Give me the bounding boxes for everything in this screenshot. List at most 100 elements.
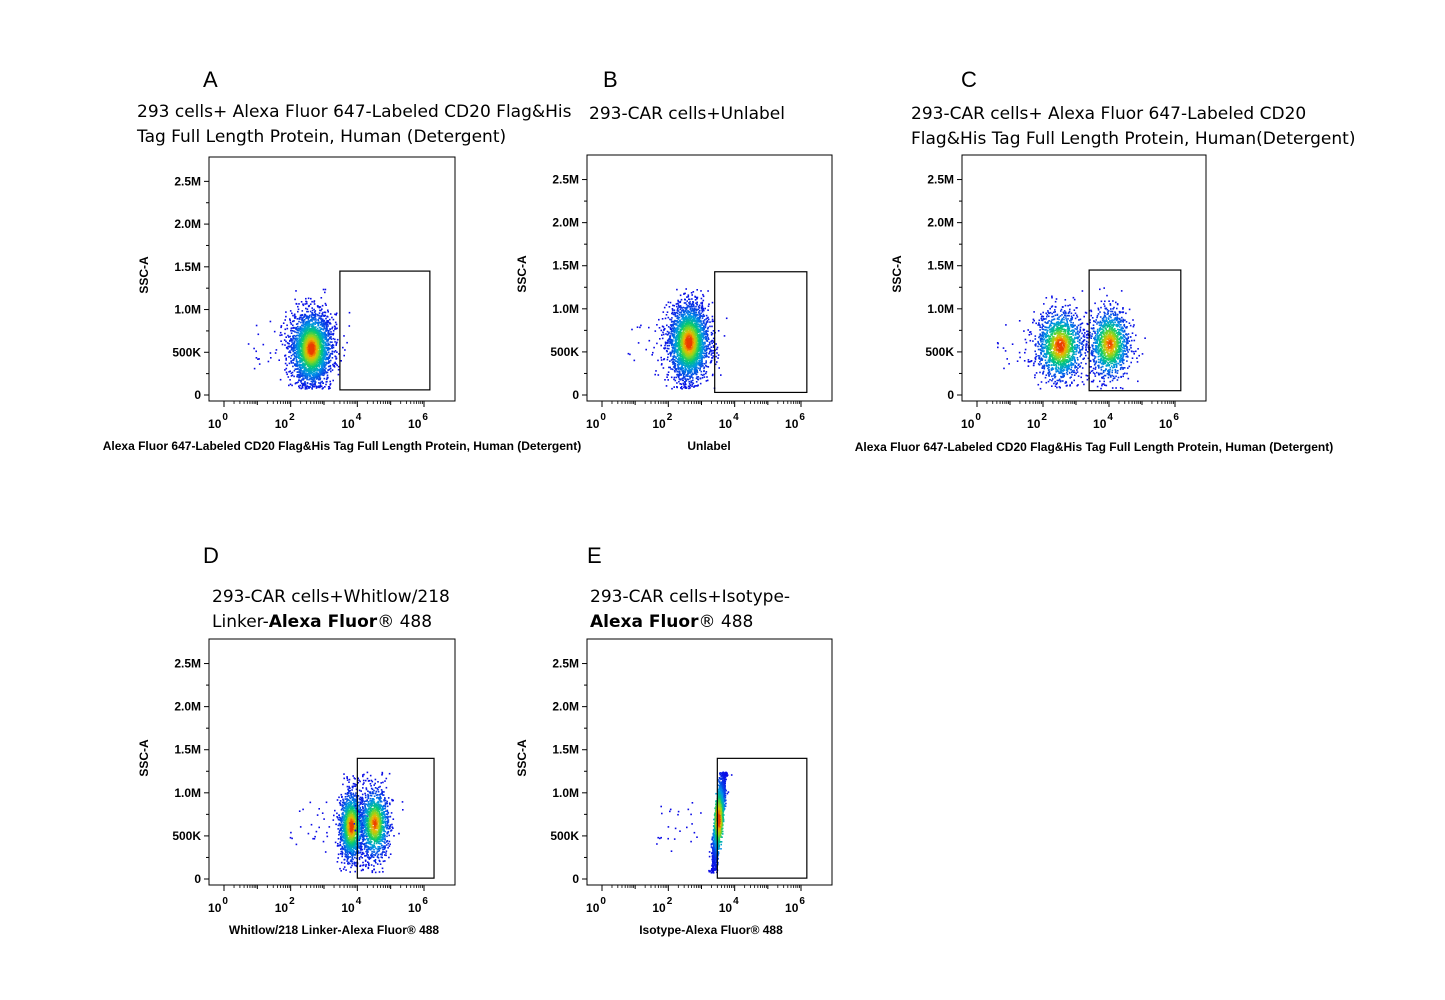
event-dot: [317, 323, 320, 326]
event-dot: [316, 376, 319, 378]
event-dot: [308, 315, 310, 318]
event-dot: [692, 348, 694, 350]
event-dot: [703, 342, 705, 344]
event-dot: [664, 379, 666, 381]
event-dot: [322, 332, 324, 335]
event-dot: [684, 382, 686, 384]
event-dot: [334, 350, 337, 352]
event-dot: [318, 372, 320, 375]
event-dot: [308, 340, 311, 343]
event-dot: [325, 356, 328, 359]
event-dot: [712, 341, 715, 343]
event-dot: [302, 319, 305, 322]
event-dot: [699, 362, 701, 365]
event-dot: [335, 312, 338, 315]
event-dot: [679, 353, 681, 356]
event-dot: [687, 326, 690, 329]
event-dot: [711, 357, 713, 359]
event-dot: [692, 360, 694, 362]
event-dot: [707, 366, 710, 368]
event-dot: [712, 349, 715, 352]
event-dot: [294, 355, 296, 358]
event-dot: [314, 373, 317, 376]
event-dot: [690, 324, 692, 326]
event-dot: [697, 328, 699, 331]
event-dot: [334, 355, 336, 358]
event-dot: [673, 323, 676, 326]
event-dot: [694, 329, 696, 331]
event-dot: [681, 318, 683, 320]
event-dot: [315, 343, 317, 345]
event-dot: [306, 327, 308, 329]
event-dot: [312, 385, 314, 388]
event-dot: [682, 369, 684, 371]
event-dot: [317, 373, 319, 375]
event-dot: [319, 369, 322, 371]
event-dot: [325, 364, 327, 366]
event-dot: [320, 322, 323, 324]
event-dot: [683, 328, 685, 330]
event-dot: [706, 348, 709, 350]
event-dot: [687, 312, 689, 315]
event-dot: [299, 342, 301, 345]
event-dot: [317, 321, 319, 324]
event-dot: [702, 332, 705, 334]
event-dot: [310, 368, 313, 371]
event-dot: [269, 352, 272, 354]
event-dot: [667, 353, 670, 355]
event-dot: [308, 316, 310, 319]
event-dot: [311, 351, 313, 353]
event-dot: [678, 363, 681, 366]
event-dot: [314, 323, 316, 325]
event-dot: [674, 355, 676, 358]
event-dot: [307, 362, 310, 364]
event-dot: [319, 345, 321, 347]
event-dot: [691, 320, 694, 322]
y-tick-label: 2.0M: [552, 216, 579, 230]
event-dot: [312, 364, 315, 366]
event-dot: [310, 349, 312, 351]
event-dot: [695, 373, 698, 376]
event-dot: [328, 347, 330, 350]
event-dot: [301, 350, 304, 353]
event-dot: [311, 367, 314, 370]
event-dot: [301, 330, 303, 333]
event-dot: [711, 318, 714, 321]
event-dot: [312, 340, 315, 343]
event-dot: [687, 351, 690, 353]
event-dot: [326, 371, 329, 374]
event-dot: [316, 348, 319, 351]
event-dot: [696, 376, 698, 378]
event-dot: [320, 341, 322, 343]
event-dot: [669, 318, 671, 321]
event-dot: [685, 361, 687, 363]
event-dot: [296, 374, 299, 376]
event-dot: [334, 326, 336, 328]
event-dot: [320, 343, 322, 345]
event-dot: [298, 336, 301, 338]
event-dot: [696, 289, 698, 291]
event-dot: [314, 327, 316, 330]
event-dot: [673, 331, 676, 334]
event-dot: [692, 346, 694, 349]
event-dot: [313, 378, 316, 380]
event-dot: [701, 308, 704, 310]
event-dot: [324, 291, 326, 294]
event-dot: [683, 381, 686, 383]
event-dot: [700, 352, 703, 355]
event-dot: [701, 306, 704, 308]
event-dot: [304, 337, 306, 340]
plot-frame: [586, 154, 833, 402]
event-dot: [669, 335, 672, 337]
event-dot: [305, 387, 308, 389]
event-dot: [298, 338, 301, 340]
event-dot: [322, 328, 325, 331]
event-dot: [309, 353, 312, 355]
event-dot: [322, 382, 324, 384]
event-dot: [308, 387, 310, 389]
event-dot: [673, 327, 675, 330]
event-dot: [324, 353, 326, 356]
event-dot: [667, 371, 670, 373]
event-dot: [342, 346, 344, 349]
